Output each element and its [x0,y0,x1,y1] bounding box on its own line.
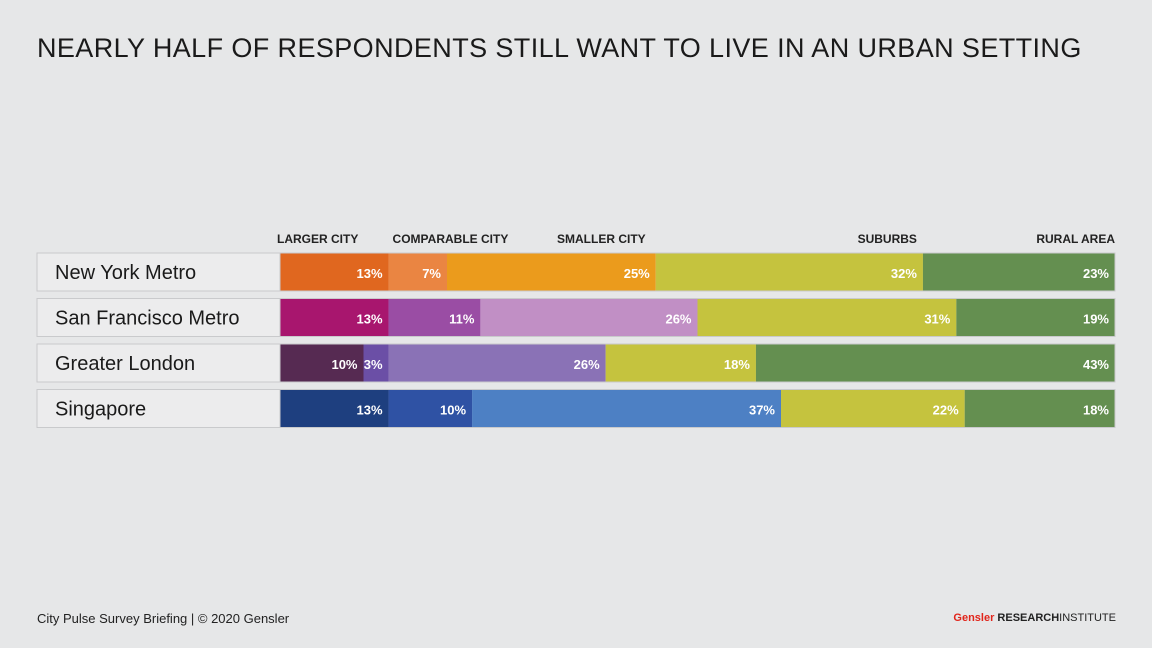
bar-segment [388,253,447,291]
data-label: 32% [891,266,917,281]
legend-comparable-city: COMPARABLE CITY [393,232,509,246]
brand-institute: INSTITUTE [1059,612,1116,624]
legend-smaller-city: SMALLER CITY [557,232,646,246]
bar-segment [280,344,364,382]
data-label: 25% [624,266,650,281]
data-label: 22% [933,403,959,418]
category-label: San Francisco Metro [55,308,240,330]
row-label-box [36,298,281,337]
data-label: 43% [1083,357,1109,372]
bar-segment [781,389,965,428]
brand-research: RESEARCH [997,612,1060,624]
bar-segment [388,389,473,428]
bar-segment [922,253,1115,291]
data-label: 13% [357,403,383,418]
data-label: 13% [357,312,383,327]
data-label: 13% [357,266,383,281]
data-label: 23% [1083,266,1109,281]
category-label: Greater London [55,353,195,375]
bar-outline [279,252,1116,292]
bar-segment [655,253,923,291]
bar-segment [964,389,1115,428]
bar-segment [447,253,656,291]
bar-segment [605,344,756,382]
bar-segment [388,298,481,337]
data-label: 26% [665,312,691,327]
legend-rural-area: RURAL AREA [1036,232,1115,246]
bar-segment [280,389,389,428]
data-label: 19% [1083,312,1109,327]
data-label: 11% [449,312,475,327]
bar-outline [279,389,1116,428]
row-label-box [36,343,281,383]
legend-suburbs: SUBURBS [858,232,917,246]
data-label: 10% [331,357,357,372]
bar-segment [472,389,781,428]
legend-larger-city: LARGER CITY [277,232,358,246]
data-label: 26% [574,357,600,372]
row-label-box [36,389,281,428]
row-label-box [36,252,281,292]
bar-segment [956,298,1115,337]
footer-logo: Gensler RESEARCHINSTITUTE [953,612,1116,624]
data-label: 37% [749,403,775,418]
page-title: NEARLY HALF OF RESPONDENTS STILL WANT TO… [37,33,1082,63]
data-label: 7% [422,266,441,281]
bar-segment [363,344,389,382]
bar-outline [279,343,1116,383]
bar-segment [755,344,1115,382]
bar-segment [388,344,606,382]
data-label: 3% [364,357,383,372]
footer-source: City Pulse Survey Briefing | © 2020 Gens… [37,611,290,626]
bar-segment [280,253,389,291]
brand-name: Gensler [953,612,995,624]
data-label: 18% [1083,403,1109,418]
category-label: Singapore [55,399,146,421]
bar-segment [697,298,957,337]
data-label: 10% [440,403,466,418]
data-label: 18% [724,357,750,372]
bar-outline [279,298,1116,337]
bar-segment [280,298,389,337]
data-label: 31% [924,312,950,327]
bar-segment [480,298,698,337]
category-label: New York Metro [55,262,196,284]
